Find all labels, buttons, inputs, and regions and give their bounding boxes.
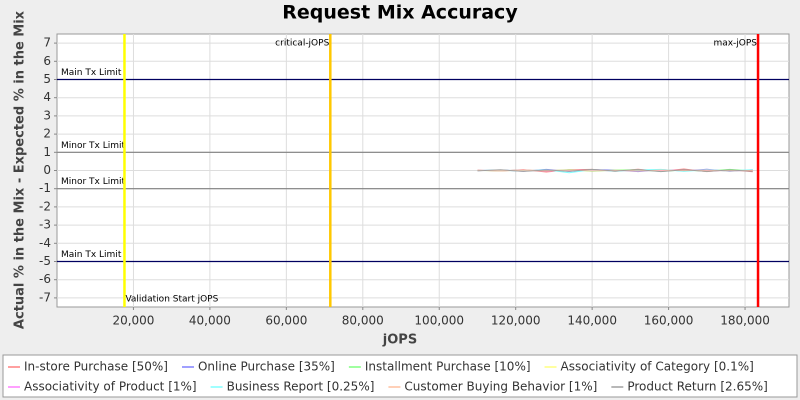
y-tick-label: -3 [39,218,51,232]
y-tick-label: 0 [43,163,51,177]
marker-label: Validation Start jOPS [125,295,218,305]
x-tick-label: 100,000 [414,314,464,328]
series-line [477,168,753,173]
y-tick-label: -6 [39,272,51,286]
marker-label: max-jOPS [713,39,757,49]
legend-label: Online Purchase [35%] [198,360,335,374]
x-tick-label: 40,000 [189,314,231,328]
x-tick-label: 180,000 [720,314,770,328]
legend-label: Associativity of Product [1%] [24,380,197,394]
legend-label: Installment Purchase [10%] [365,360,531,374]
limit-label: Main Tx Limit [61,68,122,78]
y-tick-label: -2 [39,199,51,213]
legend-label: Product Return [2.65%] [627,380,768,394]
y-tick-label: 5 [43,72,51,86]
y-tick-label: 6 [43,54,51,68]
marker-label: critical-jOPS [275,39,329,49]
y-tick-label: -5 [39,254,51,268]
y-tick-label: 3 [43,108,51,122]
y-tick-label: 7 [43,36,51,50]
limit-label: Minor Tx Limit [61,141,126,151]
x-tick-label: 160,000 [644,314,694,328]
series-line [477,169,753,172]
y-tick-label: 1 [43,145,51,159]
y-tick-label: 2 [43,127,51,141]
legend [2,354,798,398]
y-axis-label: Actual % in the Mix - Expected % in the … [13,10,28,329]
limit-label: Main Tx Limit [61,250,122,260]
limit-label: Minor Tx Limit [61,177,126,187]
legend-label: Customer Buying Behavior [1%] [404,380,597,394]
y-tick-label: -7 [39,290,51,304]
legend-label: In-store Purchase [50%] [24,360,168,374]
y-tick-label: 4 [43,90,51,104]
x-axis-label: jOPS [382,333,417,348]
y-tick-label: -1 [39,181,51,195]
y-tick-label: -4 [39,236,51,250]
x-tick-label: 20,000 [112,314,154,328]
x-tick-label: 60,000 [265,314,307,328]
chart-title: Request Mix Accuracy [282,2,518,24]
legend-label: Business Report [0.25%] [227,380,375,394]
legend-label: Associativity of Category [0.1%] [561,360,754,374]
x-tick-label: 120,000 [491,314,541,328]
x-tick-label: 140,000 [567,314,617,328]
x-tick-label: 80,000 [342,314,384,328]
